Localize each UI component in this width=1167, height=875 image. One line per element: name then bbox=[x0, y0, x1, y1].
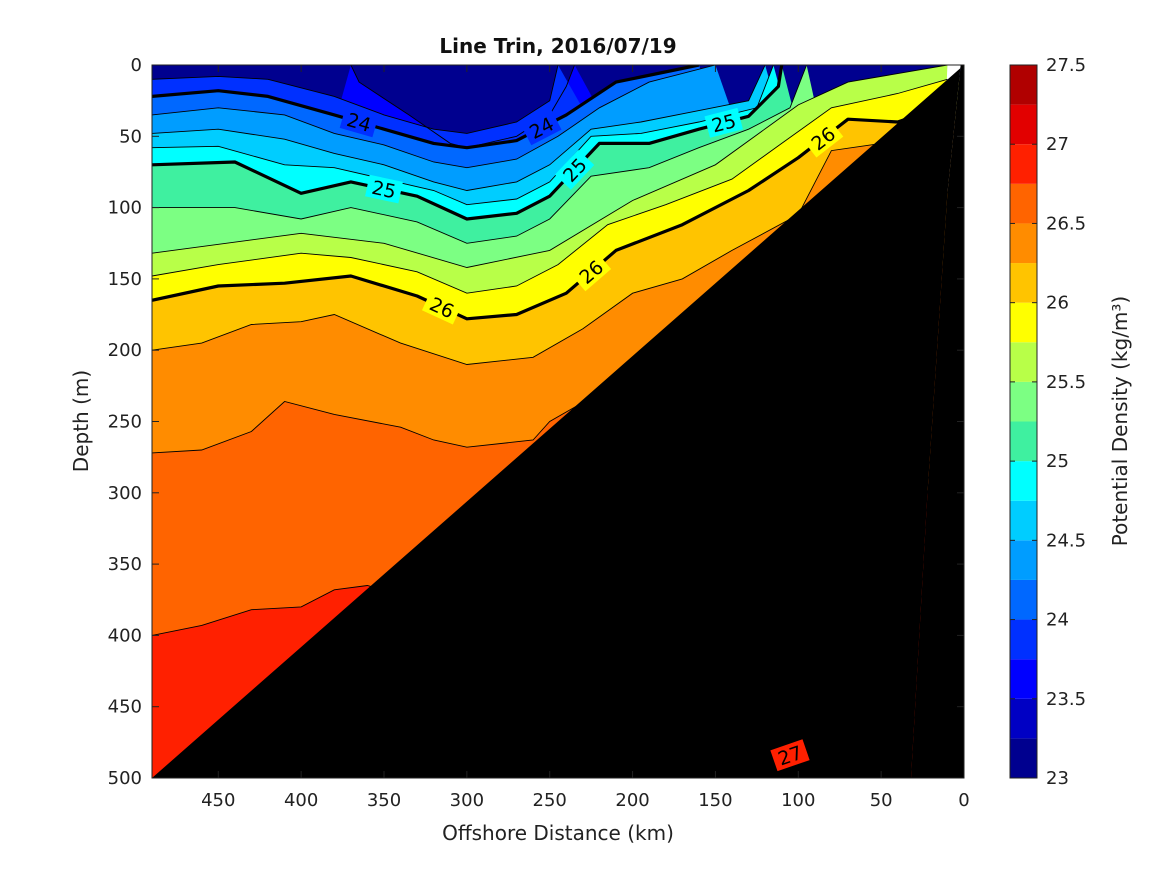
y-tick-label: 400 bbox=[108, 625, 142, 646]
y-axis-label: Depth (m) bbox=[69, 370, 93, 472]
contour-label-bg bbox=[339, 106, 379, 138]
colorbar-tick-label: 24.5 bbox=[1046, 530, 1086, 551]
seafloor-topography-fill bbox=[911, 65, 964, 778]
y-tick-label: 200 bbox=[108, 340, 142, 361]
colorbar-label: Potential Density (kg/m³) bbox=[1108, 296, 1132, 547]
contour-line-24.25 bbox=[152, 65, 716, 169]
colorbar-tick-label: 23 bbox=[1046, 768, 1069, 789]
contour-line-26.25 bbox=[152, 121, 948, 365]
labeled-contour-27 bbox=[739, 742, 875, 778]
x-tick-label: 350 bbox=[367, 790, 401, 811]
contour-label-bg bbox=[421, 290, 463, 325]
colorbar-segment bbox=[1010, 65, 1037, 105]
contour-line-25.5 bbox=[152, 65, 948, 268]
y-tick-label: 350 bbox=[108, 554, 142, 575]
colorbar: 23 23.5 24 24.5 25 25.5 26 26.5 27 27.5 bbox=[1009, 55, 1086, 789]
colorbar-segment bbox=[1010, 302, 1037, 343]
x-tick-label: 200 bbox=[615, 790, 649, 811]
contour-line-25.25 bbox=[152, 65, 808, 244]
x-tick-label: 450 bbox=[201, 790, 235, 811]
colorbar-segment bbox=[1010, 381, 1037, 422]
colorbar-tick-label: 25.5 bbox=[1046, 372, 1086, 393]
colorbar-tick-label: 26.5 bbox=[1046, 213, 1086, 234]
colorbar-segment bbox=[1010, 619, 1037, 660]
y-tick-label: 300 bbox=[108, 483, 142, 504]
contour-label-bg bbox=[521, 110, 562, 146]
contour-label-bg bbox=[704, 107, 743, 138]
x-axis: 450 400 350 300 250 200 150 100 50 0 bbox=[201, 65, 970, 811]
colorbar-frame bbox=[1009, 64, 1038, 779]
seafloor-topography bbox=[152, 65, 964, 778]
x-tick-label: 100 bbox=[781, 790, 815, 811]
y-tick-label: 0 bbox=[131, 55, 142, 76]
colorbar-tick-label: 25 bbox=[1046, 451, 1069, 472]
contour-label-bg bbox=[365, 174, 403, 204]
colorbar-segment bbox=[1010, 698, 1037, 739]
x-tick-label: 0 bbox=[958, 790, 969, 811]
x-tick-label: 400 bbox=[284, 790, 318, 811]
x-tick-label: 150 bbox=[698, 790, 732, 811]
y-tick-label: 250 bbox=[108, 412, 142, 433]
colorbar-tick-label: 27.5 bbox=[1046, 55, 1086, 76]
contour-line-24.5 bbox=[152, 65, 766, 191]
contour-label-bg bbox=[770, 739, 810, 772]
contour-label-text: 25 bbox=[370, 177, 398, 204]
colorbar-segment bbox=[1010, 659, 1037, 699]
contour-line-23.75 bbox=[152, 65, 559, 134]
contour-line-26.5 bbox=[152, 257, 940, 454]
colorbar-tick-label: 27 bbox=[1046, 134, 1069, 155]
colorbar-segment bbox=[1010, 104, 1037, 145]
colorbar-segment bbox=[1010, 738, 1037, 778]
colorbar-segment bbox=[1010, 263, 1037, 303]
x-tick-label: 300 bbox=[450, 790, 484, 811]
contour-label-bg bbox=[802, 119, 844, 158]
y-axis: 0 50 100 150 200 250 300 350 400 450 500 bbox=[108, 55, 964, 789]
colorbar-segment bbox=[1010, 461, 1037, 501]
density-fill-layer bbox=[152, 65, 964, 778]
colorbar-segment bbox=[1010, 223, 1037, 264]
colorbar-segment bbox=[1010, 421, 1037, 462]
colorbar-segment bbox=[1010, 342, 1037, 382]
colorbar-segment bbox=[1010, 500, 1037, 541]
contour-label-bg bbox=[554, 149, 595, 190]
contour-line-26.75 bbox=[152, 446, 957, 636]
colorbar-tick-label: 23.5 bbox=[1046, 689, 1086, 710]
colorbar-segment bbox=[1010, 540, 1037, 580]
y-tick-label: 100 bbox=[108, 198, 142, 219]
x-axis-label: Offshore Distance (km) bbox=[442, 821, 674, 845]
contour-label-25: 25 bbox=[704, 107, 743, 138]
colorbar-segment bbox=[1010, 579, 1037, 620]
labeled-contour-24 bbox=[152, 65, 700, 150]
y-tick-label: 150 bbox=[108, 269, 142, 290]
labeled-contour-25 bbox=[152, 65, 784, 221]
y-tick-label: 50 bbox=[119, 126, 142, 147]
contour-label-25: 25 bbox=[365, 174, 403, 204]
contour-label-bg bbox=[571, 252, 612, 292]
chart-title: Line Trin, 2016/07/19 bbox=[439, 34, 676, 58]
x-tick-label: 50 bbox=[870, 790, 893, 811]
y-tick-label: 500 bbox=[108, 768, 142, 789]
contour-label-24: 24 bbox=[339, 106, 379, 138]
contour-line-25.75 bbox=[152, 78, 948, 294]
colorbar-tick-label: 26 bbox=[1046, 293, 1069, 314]
colorbar-segment bbox=[1010, 144, 1037, 184]
colorbar-tick-label: 24 bbox=[1046, 610, 1069, 631]
y-tick-label: 450 bbox=[108, 697, 142, 718]
x-tick-label: 250 bbox=[533, 790, 567, 811]
colorbar-segment bbox=[1010, 183, 1037, 224]
contour-line-24.75 bbox=[152, 65, 774, 206]
